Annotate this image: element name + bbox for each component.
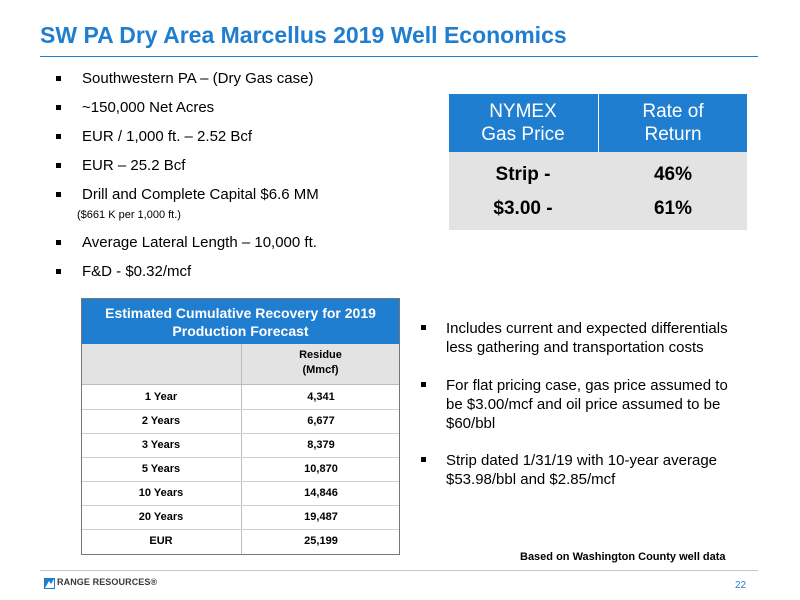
square-bullet-icon [56, 105, 61, 110]
page-number: 22 [735, 580, 747, 591]
period-cell: EUR [149, 535, 173, 547]
square-bullet-icon [56, 134, 61, 139]
residue-header: Residue (Mmcf) [299, 349, 342, 376]
rate-cell: 61% [653, 198, 693, 219]
table-row: 1 Year 4,341 [82, 385, 399, 410]
table-row: 10 Years 14,846 [82, 481, 399, 506]
table-row: 20 Years 19,487 [82, 505, 399, 530]
square-bullet-icon [56, 163, 61, 168]
table-row: EUR 25,199 [82, 529, 399, 553]
residue-cell: 10,870 [304, 463, 338, 475]
rate-cell: 46% [653, 164, 693, 185]
period-cell: 20 Years [138, 511, 184, 523]
period-cell: 10 Years [138, 487, 184, 499]
nymex-table-header: NYMEX Gas Price Rate of Return [449, 94, 747, 152]
residue-cell: 6,677 [307, 415, 335, 427]
period-cell: 3 Years [141, 439, 181, 451]
residue-cell: 4,341 [307, 391, 335, 403]
footer-divider [40, 570, 758, 571]
recovery-column-header: Residue (Mmcf) [82, 344, 399, 385]
capital-note: ($661 K per 1,000 ft.) [77, 209, 181, 221]
residue-cell: 25,199 [304, 535, 338, 547]
slide-title: SW PA Dry Area Marcellus 2019 Well Econo… [40, 22, 567, 48]
square-bullet-icon [56, 269, 61, 274]
gas-price-cell: Strip - [495, 164, 551, 185]
period-cell: 1 Year [144, 391, 178, 403]
table-row: 5 Years 10,870 [82, 457, 399, 482]
gas-price-header: NYMEX Gas Price [481, 101, 565, 145]
data-source-footnote: Based on Washington County well data [520, 551, 726, 563]
square-bullet-icon [56, 240, 61, 245]
table-row: Strip - 46% [449, 158, 747, 192]
residue-cell: 14,846 [304, 487, 338, 499]
period-cell: 2 Years [141, 415, 181, 427]
recovery-table: Estimated Cumulative Recovery for 2019 P… [81, 298, 400, 555]
table-row: 3 Years 8,379 [82, 433, 399, 458]
title-divider [40, 56, 758, 57]
square-bullet-icon [56, 76, 61, 81]
rate-of-return-header: Rate of Return [642, 101, 704, 145]
range-logo-icon [44, 578, 55, 589]
residue-cell: 8,379 [307, 439, 335, 451]
residue-cell: 19,487 [304, 511, 338, 523]
table-row: 2 Years 6,677 [82, 409, 399, 434]
square-bullet-icon [56, 192, 61, 197]
square-bullet-icon [421, 382, 426, 387]
gas-price-cell: $3.00 - [493, 198, 553, 219]
nymex-rate-table: NYMEX Gas Price Rate of Return Strip - 4… [449, 94, 747, 230]
company-name: RANGE RESOURCES® [57, 577, 158, 587]
recovery-table-title: Estimated Cumulative Recovery for 2019 P… [82, 299, 399, 344]
header-divider [598, 94, 599, 152]
column-divider [241, 344, 242, 554]
period-cell: 5 Years [141, 463, 181, 475]
square-bullet-icon [421, 325, 426, 330]
table-row: $3.00 - 61% [449, 192, 747, 226]
nymex-table-body: Strip - 46% $3.00 - 61% [449, 152, 747, 230]
square-bullet-icon [421, 457, 426, 462]
